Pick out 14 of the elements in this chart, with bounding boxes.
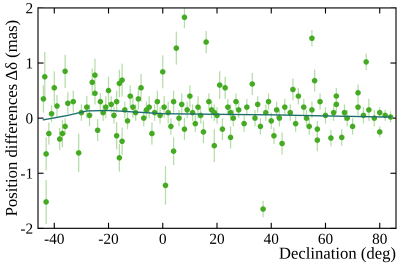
y-tick-label: 0 bbox=[26, 113, 33, 124]
x-tick-label: 20 bbox=[210, 234, 224, 244]
x-tick-label: 80 bbox=[372, 234, 387, 244]
x-tick-label: 0 bbox=[160, 234, 166, 244]
x-axis-title: Declination (deg) bbox=[279, 247, 396, 262]
y-tick-label: -1 bbox=[20, 168, 32, 179]
y-tick-label: -2 bbox=[20, 224, 32, 234]
x-tick-label: -20 bbox=[98, 234, 118, 244]
y-axis-title: Position differences Δδ (mas) bbox=[5, 20, 20, 216]
x-tick-label: 60 bbox=[318, 234, 333, 244]
x-tick-label: -40 bbox=[44, 234, 64, 244]
y-tick-label: 2 bbox=[26, 3, 32, 14]
x-tick-label: 40 bbox=[264, 234, 278, 244]
y-tick-label: 1 bbox=[26, 58, 32, 68]
